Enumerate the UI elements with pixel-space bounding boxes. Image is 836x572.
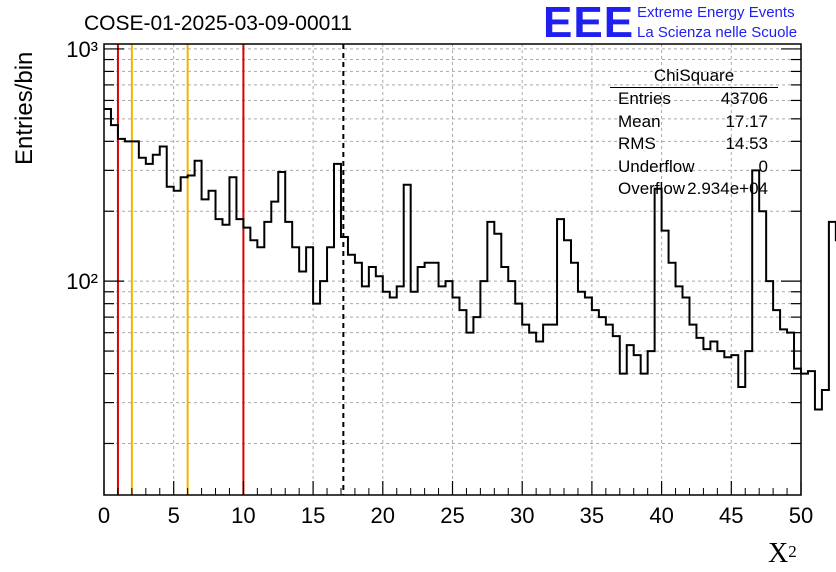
stats-title: ChiSquare bbox=[610, 66, 778, 88]
logo-text-line2: La Scienza nelle Scuole bbox=[637, 24, 798, 41]
x-tick-label: 20 bbox=[371, 503, 395, 528]
y-tick-label: 10³ bbox=[66, 37, 98, 62]
stats-row: RMS 14.53 bbox=[610, 133, 778, 156]
x-tick-label: 45 bbox=[719, 503, 743, 528]
x-tick-label: 5 bbox=[168, 503, 180, 528]
stats-key: RMS bbox=[618, 134, 656, 153]
stats-key: Overflow bbox=[618, 179, 686, 198]
logo-text-line1: Extreme Energy Events bbox=[637, 4, 795, 21]
stats-value: 17.17 bbox=[725, 111, 768, 131]
eee-logo: EEE bbox=[543, 0, 635, 47]
x-tick-label: 15 bbox=[301, 503, 325, 528]
axis-ticks: 0 5 10 15 20 25 30 35 40 45 50 10² 10³ bbox=[66, 37, 813, 528]
stats-key: Mean bbox=[618, 111, 661, 131]
stats-row: Entries 43706 bbox=[610, 88, 778, 111]
x-tick-label: 35 bbox=[580, 503, 604, 528]
x-tick-label: 40 bbox=[649, 503, 673, 528]
histogram-series-line bbox=[104, 108, 836, 411]
stats-value: 43706 bbox=[720, 89, 768, 108]
y-axis-label: Entries/bin bbox=[11, 51, 38, 165]
x-tick-label: 30 bbox=[510, 503, 534, 528]
marker-lines bbox=[116, 44, 345, 495]
y-tick-label: 10² bbox=[66, 269, 98, 294]
x-tick-label: 0 bbox=[98, 503, 110, 528]
stats-row: Overflow 2.934e+04 bbox=[610, 178, 778, 201]
chart-title: COSE-01-2025-03-09-00011 bbox=[84, 12, 353, 35]
x-tick-label: 50 bbox=[789, 503, 813, 528]
stats-key: Underflow bbox=[618, 156, 695, 176]
stats-row: Underflow 0 bbox=[610, 156, 778, 179]
x-tick-label: 10 bbox=[231, 503, 255, 528]
stats-value: 14.53 bbox=[725, 134, 768, 153]
stats-row: Mean 17.17 bbox=[610, 111, 778, 134]
x-axis-label: X2 bbox=[768, 538, 797, 569]
stats-box: ChiSquare Entries 43706 Mean 17.17 RMS 14.5… bbox=[610, 66, 778, 201]
stats-key: Entries bbox=[618, 89, 671, 108]
stats-value: 0 bbox=[758, 156, 768, 176]
x-tick-label: 25 bbox=[440, 503, 464, 528]
stats-value: 2.934e+04 bbox=[687, 179, 768, 198]
